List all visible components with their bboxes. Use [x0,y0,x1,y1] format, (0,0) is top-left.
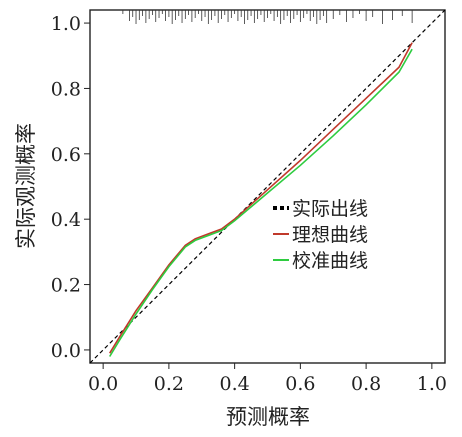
series-line-0 [89,9,446,364]
y-tick-label: 0.8 [51,78,81,100]
legend-label-calibration: 校准曲线 [292,250,368,272]
series-line-2 [109,48,413,357]
series-line-1 [109,42,413,354]
plot-frame [89,9,446,364]
x-tick-label: 0.4 [220,373,250,395]
x-tick-label: 0.6 [285,373,315,395]
x-axis: 0.0 0.2 0.4 0.6 0.8 1.0 [88,363,447,395]
y-tick-label: 1.0 [51,13,81,35]
y-axis-title: 实际观测概率 [14,123,38,249]
x-tick-label: 1.0 [417,373,447,395]
legend-label-ideal: 理想曲线 [292,224,368,246]
rug-marks [122,10,413,24]
y-tick-label: 0.2 [51,275,81,297]
legend-label-actual: 实际出线 [292,198,368,220]
series-lines [89,9,446,364]
y-tick-label: 0.0 [51,340,81,362]
x-tick-label: 0.2 [154,373,184,395]
x-tick-label: 0.0 [88,373,118,395]
y-tick-label: 0.6 [51,144,81,166]
y-axis: 0.0 0.2 0.4 0.6 0.8 1.0 [51,13,90,362]
x-tick-label: 0.8 [351,373,381,395]
y-tick-label: 0.4 [51,209,81,231]
x-axis-title: 预测概率 [226,405,310,429]
legend: 实际出线 理想曲线 校准曲线 [273,198,368,272]
